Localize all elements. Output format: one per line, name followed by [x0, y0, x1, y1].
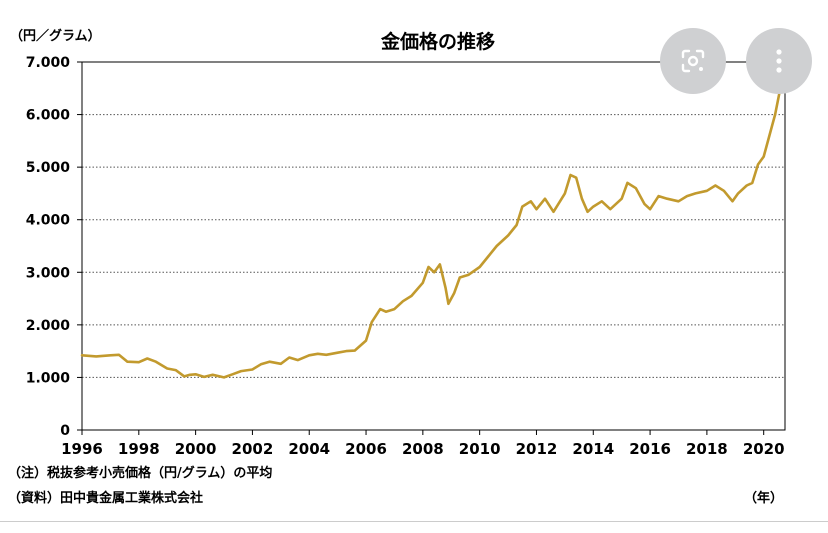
lens-icon [681, 49, 705, 73]
y-tick-label: 7.000 [26, 55, 71, 71]
x-tick-label: 1996 [61, 440, 103, 458]
x-axis-ticks: 1996 1998 2000 2002 2004 2006 2008 2010 2012 2014… [61, 430, 785, 458]
y-tick-label: 6.000 [26, 108, 71, 124]
y-tick-label: 2.000 [26, 318, 71, 334]
x-tick-label: 2000 [175, 440, 217, 458]
more-button[interactable] [746, 28, 812, 94]
x-tick-label: 1998 [118, 440, 160, 458]
y-axis-label: （円／グラム） [10, 28, 101, 44]
lens-button[interactable] [660, 28, 726, 94]
x-tick-label: 2004 [288, 440, 330, 458]
x-tick-label: 2010 [459, 440, 501, 458]
x-tick-label: 2014 [572, 440, 614, 458]
y-tick-label: 1.000 [26, 370, 71, 386]
x-tick-label: 2006 [345, 440, 387, 458]
plot-area-frame [81, 61, 786, 431]
y-tick-label: 4.000 [26, 213, 71, 229]
chart-note: （注）税抜参考小売価格（円/グラム）の平均 [8, 466, 273, 481]
x-tick-label: 2002 [232, 440, 274, 458]
series-line [80, 71, 787, 379]
grid-lines [82, 114, 785, 378]
chart-source: （資料）田中貴金属工業株式会社 [8, 491, 204, 506]
x-axis-label: （年） [744, 491, 784, 506]
chart-title: 金価格の推移 [380, 30, 495, 53]
x-tick-label: 2020 [743, 440, 785, 458]
x-tick-label: 2012 [516, 440, 558, 458]
x-tick-label: 2018 [686, 440, 728, 458]
y-tick-label: 5.000 [26, 160, 71, 176]
y-tick-label: 3.000 [26, 265, 71, 281]
x-tick-label: 2008 [402, 440, 444, 458]
more-vertical-icon [776, 49, 782, 73]
bottom-divider [0, 521, 828, 522]
y-tick-label: 0 [60, 423, 70, 439]
x-tick-label: 2016 [629, 440, 671, 458]
y-axis-ticks: 0 1.000 2.000 3.000 4.000 5.000 6.000 7.000 [26, 55, 82, 439]
